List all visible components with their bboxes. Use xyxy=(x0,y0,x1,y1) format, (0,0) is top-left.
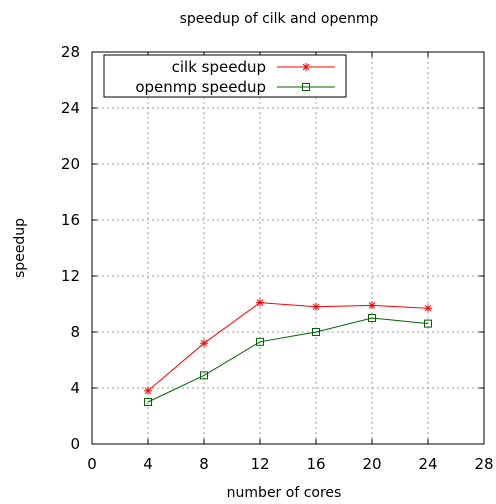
x-tick-label: 0 xyxy=(87,455,97,473)
y-tick-label: 0 xyxy=(70,435,80,453)
openmp-point xyxy=(144,398,152,406)
x-tick-label: 28 xyxy=(474,455,493,473)
grid xyxy=(92,52,484,444)
x-tick-label: 20 xyxy=(362,455,381,473)
cilk-point xyxy=(200,339,208,348)
y-tick-label: 16 xyxy=(61,211,80,229)
cilk-point xyxy=(424,304,432,313)
openmp-point xyxy=(312,328,320,336)
chart-title: speedup of cilk and openmp xyxy=(180,11,379,27)
cilk-series xyxy=(144,298,432,395)
series xyxy=(144,298,432,406)
openmp-point xyxy=(368,314,376,322)
openmp-point xyxy=(256,337,264,346)
x-tick-label: 12 xyxy=(250,455,269,473)
cilk-line xyxy=(147,302,429,392)
cilk-point xyxy=(256,298,264,307)
y-tick-label: 4 xyxy=(70,379,80,397)
x-tick-label: 16 xyxy=(306,455,325,473)
cilk-point xyxy=(368,301,376,310)
y-tick-label: 24 xyxy=(61,99,80,117)
y-tick-label: 28 xyxy=(61,43,80,61)
y-tick-label: 20 xyxy=(61,155,80,173)
axis-ticks: 0 4 8 12 16 20 24 28 0 4 8 12 16 20 24 28 xyxy=(61,43,494,473)
openmp-point xyxy=(200,371,208,380)
x-axis-label: number of cores xyxy=(227,485,342,501)
y-axis-label: speedup xyxy=(12,218,28,278)
legend-marker-openmp xyxy=(302,83,310,91)
legend-marker-cilk xyxy=(302,63,310,71)
legend-label-cilk: cilk speedup xyxy=(172,58,266,76)
x-tick-label: 24 xyxy=(418,455,437,473)
openmp-series xyxy=(144,314,432,406)
cilk-point xyxy=(312,302,320,311)
legend: cilk speedup openmp speedup xyxy=(103,54,347,98)
x-tick-label: 8 xyxy=(199,455,209,473)
y-tick-label: 8 xyxy=(70,323,80,341)
y-tick-label: 12 xyxy=(61,267,80,285)
openmp-line xyxy=(147,317,429,403)
plot-frame xyxy=(91,51,485,445)
x-tick-label: 4 xyxy=(143,455,153,473)
legend-label-openmp: openmp speedup xyxy=(135,78,266,96)
cilk-point xyxy=(144,386,152,395)
openmp-point xyxy=(424,319,432,328)
